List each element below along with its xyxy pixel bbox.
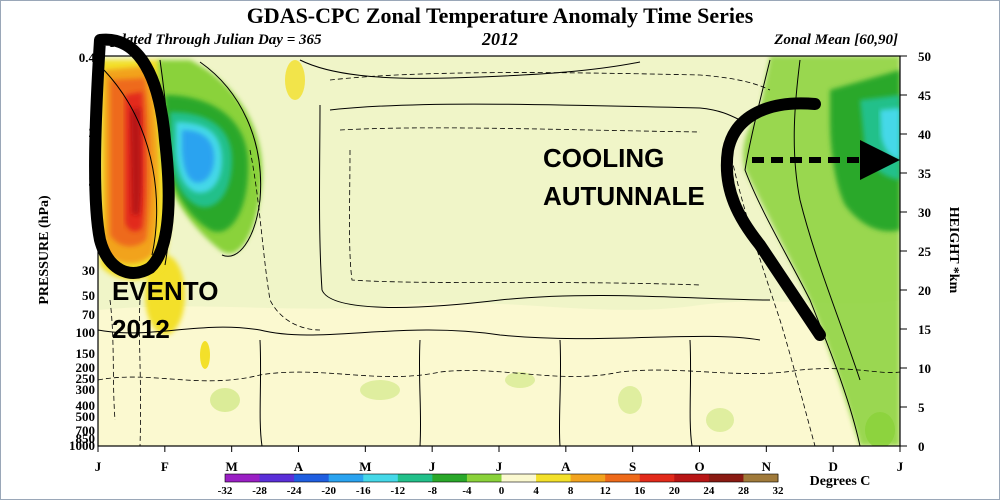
month-tick: M xyxy=(226,459,238,474)
colorbar-swatch xyxy=(743,474,779,482)
height-tick: 15 xyxy=(918,322,932,337)
colorbar-label: Degrees C xyxy=(810,474,871,489)
annotation-evento: EVENTO 2012 xyxy=(89,33,218,344)
subtitle-left: Updated Through Julian Day = 365 xyxy=(100,32,322,48)
month-tick: J xyxy=(897,459,904,474)
colorbar-tick: -16 xyxy=(356,485,371,497)
height-tick: 30 xyxy=(918,205,931,220)
colorbar-tick: 16 xyxy=(634,485,646,497)
colorbar-tick: -28 xyxy=(252,485,267,497)
month-tick: S xyxy=(629,459,636,474)
cooling-arrow-head xyxy=(860,140,900,180)
height-tick: 0 xyxy=(918,439,925,454)
colorbar-tick: -12 xyxy=(390,485,405,497)
colorbar-tick: -4 xyxy=(462,485,472,497)
annotation-evento-line1: EVENTO xyxy=(112,276,218,306)
chart-title: GDAS-CPC Zonal Temperature Anomaly Time … xyxy=(247,3,754,28)
colorbar-tick: -20 xyxy=(321,485,336,497)
month-tick: D xyxy=(828,459,837,474)
pressure-tick: 500 xyxy=(76,409,96,424)
pressure-ticks: 0.4 2 5 30 50 70 100 150 200 250 300 400… xyxy=(69,50,96,453)
colorbar-swatch xyxy=(259,474,295,482)
annotation-cooling: COOLING AUTUNNALE xyxy=(543,97,900,341)
colorbar-swatch xyxy=(639,474,675,482)
pressure-tick: 30 xyxy=(82,263,95,278)
month-tick: J xyxy=(429,459,436,474)
month-tick: A xyxy=(294,459,304,474)
right-axis-label: HEIGHT *km xyxy=(946,207,961,294)
colorbar-border xyxy=(224,473,779,483)
month-tick: F xyxy=(161,459,169,474)
colorbar-tick: -8 xyxy=(428,485,438,497)
colorbar-tick: 24 xyxy=(703,485,715,497)
pressure-tick: 100 xyxy=(76,325,96,340)
colorbar-tick: 20 xyxy=(669,485,681,497)
colorbar-tick: 32 xyxy=(773,485,785,497)
colorbar-swatch xyxy=(708,474,744,482)
colorbar-swatch xyxy=(432,474,468,482)
colorbar-tick: 8 xyxy=(568,485,574,497)
colorbar-swatch xyxy=(466,474,502,482)
height-tick: 20 xyxy=(918,283,931,298)
month-tick: O xyxy=(694,459,704,474)
month-tick: M xyxy=(359,459,371,474)
colorbar-tick: 0 xyxy=(499,485,505,497)
colorbar-swatch xyxy=(605,474,641,482)
colorbar-swatch xyxy=(674,474,710,482)
height-tick: 50 xyxy=(918,49,931,64)
colorbar-tick: -24 xyxy=(287,485,302,497)
pressure-tick: 300 xyxy=(76,382,96,397)
pressure-tick: 0.4 xyxy=(79,50,96,65)
pressure-tick: 200 xyxy=(76,360,96,375)
colorbar-swatch xyxy=(294,474,330,482)
colorbar-swatch xyxy=(225,474,261,482)
annotation-evento-line2: 2012 xyxy=(112,314,170,344)
evento-circle xyxy=(89,33,175,279)
colorbar-swatch xyxy=(536,474,572,482)
annotation-cooling-line2: AUTUNNALE xyxy=(543,181,705,211)
height-tick: 35 xyxy=(918,166,932,181)
colorbar-swatch xyxy=(570,474,606,482)
month-tick: A xyxy=(561,459,571,474)
colorbar-tick: 28 xyxy=(738,485,750,497)
cooling-bracket xyxy=(720,97,826,341)
subtitle-year: 2012 xyxy=(481,29,518,49)
colorbar: -32 -28 -24 -20 -16 -12 -8 -4 0 4 8 12 16 20 24 28 32 xyxy=(218,473,785,497)
pressure-tick: 400 xyxy=(76,398,96,413)
pressure-tick: 250 xyxy=(76,371,96,386)
colorbar-tick: -32 xyxy=(218,485,233,497)
pressure-tick: 1000 xyxy=(69,438,95,453)
colorbar-swatch xyxy=(397,474,433,482)
left-axis-label: PRESSURE (hPa) xyxy=(37,195,52,305)
colorbar-tick: 12 xyxy=(600,485,612,497)
height-ticks: 0 5 10 15 20 25 30 35 40 45 50 xyxy=(900,49,932,454)
height-tick: 25 xyxy=(918,244,932,259)
pressure-tick: 700 xyxy=(76,423,96,438)
height-tick: 5 xyxy=(918,400,925,415)
colorbar-tick: 4 xyxy=(533,485,539,497)
pressure-tick: 850 xyxy=(76,431,96,446)
height-tick: 40 xyxy=(918,127,931,142)
height-tick: 45 xyxy=(918,88,932,103)
colorbar-swatch xyxy=(363,474,399,482)
month-tick: N xyxy=(762,459,772,474)
month-tick: J xyxy=(95,459,102,474)
month-tick: J xyxy=(496,459,503,474)
subtitle-right: Zonal Mean [60,90] xyxy=(773,32,898,48)
pressure-tick: 150 xyxy=(76,346,96,361)
colorbar-swatch xyxy=(328,474,364,482)
pressure-tick: 50 xyxy=(82,288,95,303)
annotation-cooling-line1: COOLING xyxy=(543,143,664,173)
colorbar-swatch xyxy=(501,474,537,482)
heatmap-field xyxy=(98,56,900,446)
height-tick: 10 xyxy=(918,361,931,376)
pressure-tick: 70 xyxy=(82,307,95,322)
